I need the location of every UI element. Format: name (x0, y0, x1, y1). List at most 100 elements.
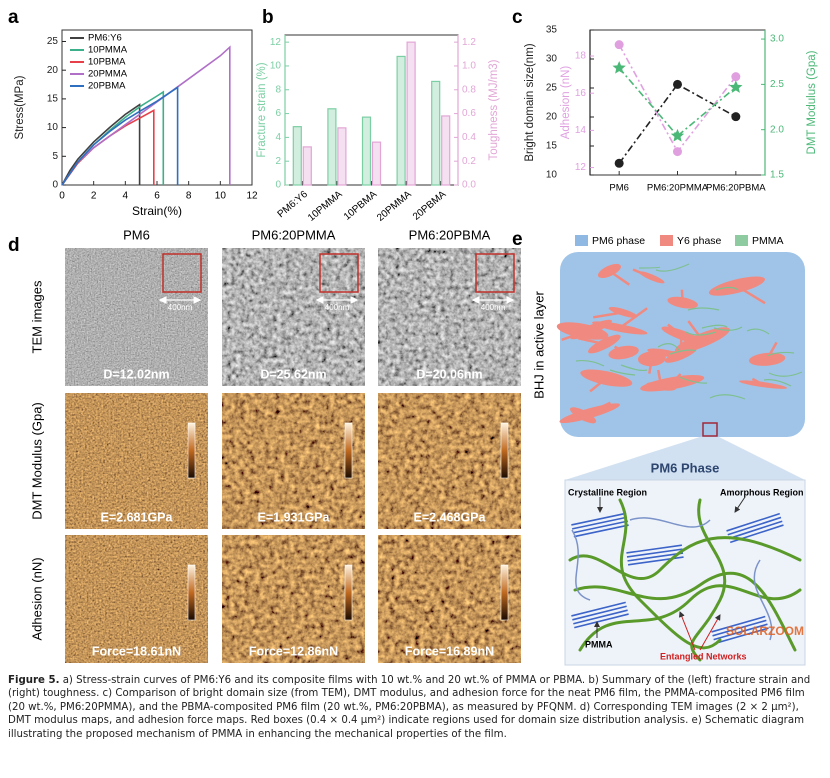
amorphous-chain (753, 559, 773, 641)
colorbar (500, 422, 509, 479)
y-tick-label: 0.2 (462, 156, 476, 167)
y-tick-label: 30 (546, 54, 558, 65)
x-tick-label: 6 (154, 191, 160, 202)
legend-label: PM6 phase (592, 235, 645, 247)
y-tick-label: 8 (275, 84, 281, 95)
y-tick-label: 0.8 (462, 84, 476, 95)
bar (327, 108, 337, 186)
crystal-lamella (571, 512, 627, 526)
y-tick-label: 2.0 (770, 124, 784, 135)
pmma-chain (713, 326, 743, 331)
panel-label: d (8, 235, 20, 256)
zoom-region (564, 479, 806, 666)
y6-strand (680, 289, 684, 303)
y-tick-label: 20 (546, 112, 558, 123)
panel-label: b (262, 7, 274, 28)
y6-domain (597, 263, 621, 279)
crystal-lamella (712, 619, 767, 637)
colorbar (344, 422, 353, 479)
y-axis-label: DMT Modulus (Gpa) (806, 50, 818, 154)
y6-strand (632, 268, 653, 279)
colorbar (500, 564, 509, 621)
pmma-chain (575, 359, 605, 367)
map-annotation: Force=12.86nN (249, 644, 338, 658)
map-annotation: D=12.02nm (103, 367, 169, 381)
y6-domain (608, 306, 638, 318)
scale-bar-label: 400nm (168, 303, 193, 312)
colorbar (187, 564, 196, 621)
bar (361, 116, 372, 186)
marker (614, 40, 624, 50)
figure: 0 2 4 6 8 10 12Strain(%)0510152025Stress(MPa)P… (8, 7, 818, 666)
pmma-chain (768, 371, 803, 377)
y-axis-label: Bright domain size(nm) (524, 43, 536, 161)
y6-strand (589, 377, 608, 393)
y6-strand (577, 337, 605, 346)
micrograph (222, 248, 365, 386)
zoom-funnel (565, 436, 805, 480)
schematic-label: Crystalline Region (568, 487, 647, 497)
panel-label: e (512, 229, 523, 250)
colorbar (344, 564, 353, 621)
x-tick-label: PM6:20PBMA (706, 183, 766, 194)
y-tick-label: 16 (575, 88, 587, 99)
analysis-box (162, 253, 202, 293)
y-tick-label: 10 (270, 61, 282, 72)
pmma-chain (701, 324, 728, 329)
y-tick-label: 3.0 (770, 34, 784, 45)
y-tick-label: 12 (270, 37, 282, 48)
schematic-label: Amorphous Region (720, 487, 804, 497)
crystal-lamella (573, 609, 628, 625)
pmma-chain (687, 307, 720, 311)
polymer-chain (573, 571, 797, 652)
caption-label: Figure 5. (8, 675, 60, 686)
crystal-lamella (572, 520, 628, 534)
micrograph (378, 393, 521, 529)
bar (406, 41, 416, 186)
bar (337, 127, 347, 186)
scale-bar-label: 400nm (481, 303, 506, 312)
y-tick-label: 10 (546, 170, 558, 181)
y-tick-label: 35 (546, 25, 558, 36)
y6-strand (648, 358, 654, 374)
legend-label: Y6 phase (677, 235, 722, 247)
y-tick-label: 0 (52, 180, 58, 191)
legend-label: PMMA (752, 235, 784, 247)
column-header: PM6 (123, 227, 150, 242)
series-line (61, 85, 179, 186)
watermark: SOLARZOOM (726, 624, 804, 638)
pmma-chain (766, 351, 795, 357)
map-annotation: E=2.468GPa (414, 510, 487, 524)
map-annotation: E=1.931GPa (258, 510, 331, 524)
map-annotation: D=20.06nm (416, 367, 482, 381)
analysis-box (475, 253, 515, 293)
marker (731, 112, 741, 122)
pmma-chain (657, 343, 680, 351)
crystal-lamella (714, 627, 769, 645)
column-header: PM6:20PBMA (409, 227, 491, 242)
panel-label: c (512, 7, 523, 28)
y-tick-label: 15 (546, 141, 558, 152)
x-tick-label: 0 (59, 191, 65, 202)
legend-label: PM6:Y6 (88, 33, 122, 44)
crystal-lamella (626, 548, 683, 558)
micrograph (222, 535, 365, 663)
marker (673, 147, 682, 157)
amorphous-chain (629, 517, 711, 528)
y6-strand (667, 323, 683, 337)
legend-label: 10PMMA (88, 45, 128, 56)
polymer-chain (568, 536, 802, 580)
y-tick-label: 14 (575, 125, 587, 136)
legend-swatch (660, 235, 673, 246)
x-tick-label: 12 (246, 191, 258, 202)
bar (431, 80, 441, 186)
legend-swatch (735, 235, 748, 246)
y-tick-label: 1.2 (462, 37, 476, 48)
legend-label: 20PBMA (88, 81, 126, 92)
crystal-lamella (711, 615, 766, 633)
bar (292, 126, 302, 186)
y-tick-label: 25 (47, 36, 59, 47)
bar (441, 115, 451, 186)
micrograph (378, 248, 521, 386)
pmma-chain (655, 263, 690, 272)
